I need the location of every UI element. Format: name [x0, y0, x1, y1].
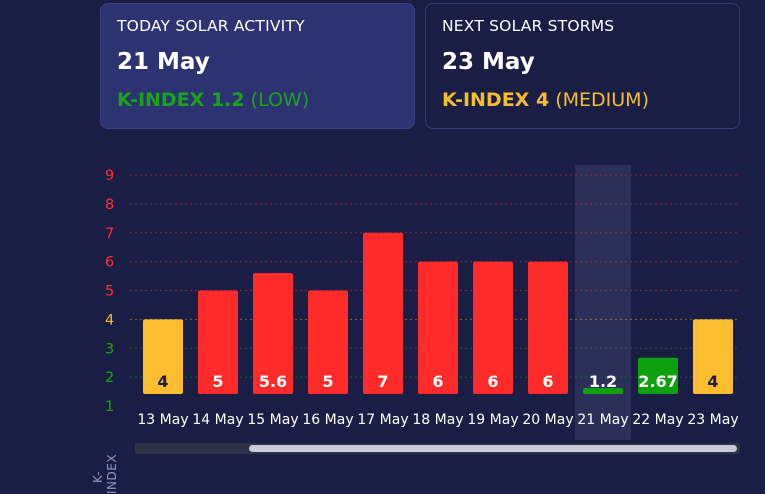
x-tick-label: 21 May	[577, 412, 628, 428]
x-tick-label: 14 May	[192, 412, 243, 428]
bar-value-label: 7	[377, 372, 388, 391]
bar-value-label: 6	[432, 372, 443, 391]
y-tick-label: 9	[105, 168, 114, 184]
bar	[693, 319, 733, 394]
y-tick-label: 1	[105, 399, 114, 415]
y-tick-label: 6	[105, 255, 114, 271]
x-tick-label: 13 May	[137, 412, 188, 428]
bar-value-label: 6	[487, 372, 498, 391]
y-tick-label: 2	[105, 370, 114, 386]
card-date: 21 May	[117, 49, 210, 75]
bar-value-label: 5	[322, 372, 333, 391]
bar	[418, 261, 458, 394]
y-tick-label: 4	[105, 312, 114, 328]
bar-value-label: 1.2	[589, 372, 617, 391]
bar-value-label: 6	[542, 372, 553, 391]
bar-value-label: 2.67	[638, 372, 677, 391]
today-solar-activity-card: TODAY SOLAR ACTIVITY 21 May K-INDEX 1.2 …	[100, 3, 415, 129]
k-index-level: (LOW)	[250, 89, 310, 111]
k-index-label: K-INDEX 4	[442, 89, 550, 111]
bar	[253, 273, 293, 394]
x-tick-label: 18 May	[412, 412, 463, 428]
bar	[308, 290, 348, 394]
card-date: 23 May	[442, 49, 535, 75]
bar	[473, 261, 513, 394]
x-tick-label: 20 May	[522, 412, 573, 428]
bar	[583, 388, 623, 394]
bar-value-label: 5	[212, 372, 223, 391]
y-tick-label: 3	[105, 341, 114, 357]
bar	[198, 290, 238, 394]
card-heading: NEXT SOLAR STORMS	[442, 17, 615, 35]
next-solar-storms-card: NEXT SOLAR STORMS 23 May K-INDEX 4 (MEDI…	[425, 3, 740, 129]
bar	[528, 261, 568, 394]
card-heading: TODAY SOLAR ACTIVITY	[117, 17, 305, 35]
scrollbar-thumb[interactable]	[249, 445, 737, 452]
x-tick-label: 16 May	[302, 412, 353, 428]
y-tick-label: 7	[105, 226, 114, 242]
bar-value-label: 4	[157, 372, 168, 391]
x-tick-label: 22 May	[632, 412, 683, 428]
k-index-value: K-INDEX 4 (MEDIUM)	[442, 89, 723, 111]
bar-value-label: 4	[707, 372, 718, 391]
k-index-level: (MEDIUM)	[555, 89, 649, 111]
y-tick-label: 8	[105, 197, 114, 213]
x-tick-label: 23 May	[687, 412, 738, 428]
today-highlight-column	[575, 165, 631, 440]
bar	[363, 232, 403, 394]
y-tick-label: 5	[105, 284, 114, 300]
k-index-label: K-INDEX 1.2	[117, 89, 245, 111]
chart-horizontal-scrollbar[interactable]	[135, 443, 740, 454]
bar-value-label: 5.6	[259, 372, 287, 391]
y-axis-title: K-INDEX	[91, 453, 119, 494]
k-index-bar-chart: 1 2 3 4 5 6 7 8 9 4 13 May 5 14 May 5.6 15 May 5 16 May 7…	[105, 165, 740, 440]
x-tick-label: 17 May	[357, 412, 408, 428]
k-index-value: K-INDEX 1.2 (LOW)	[117, 89, 398, 111]
bar	[143, 319, 183, 394]
bar	[638, 357, 678, 394]
x-tick-label: 15 May	[247, 412, 298, 428]
x-tick-label: 19 May	[467, 412, 518, 428]
